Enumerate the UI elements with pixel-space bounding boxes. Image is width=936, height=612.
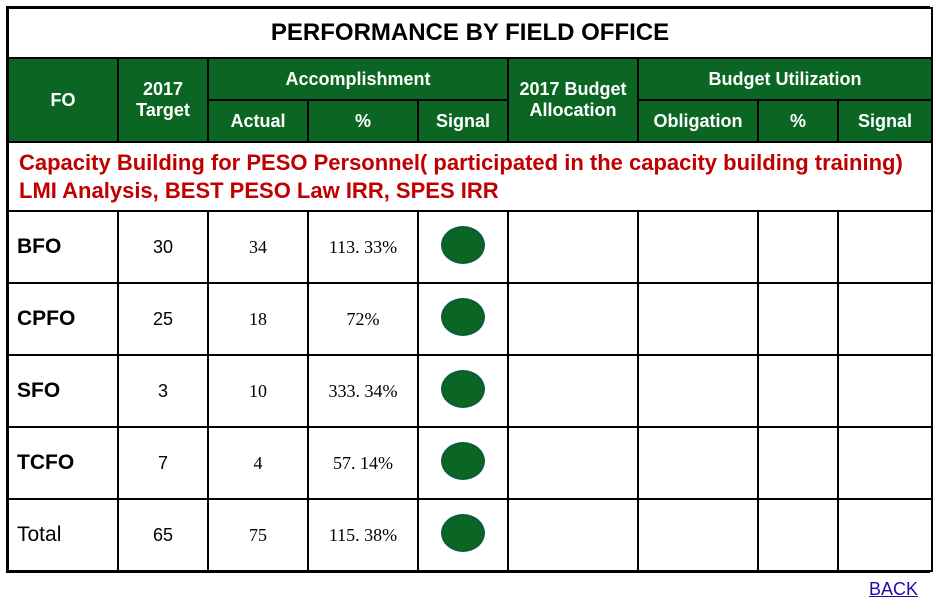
cell-signal	[418, 427, 508, 499]
cell-empty	[838, 427, 932, 499]
col-util-signal: Signal	[838, 100, 932, 142]
signal-indicator-icon	[441, 514, 485, 552]
cell-actual: 4	[208, 427, 308, 499]
cell-empty	[508, 355, 638, 427]
col-budget-alloc: 2017 Budget Allocation	[508, 58, 638, 142]
cell-empty	[508, 211, 638, 283]
table-row: BFO3034113. 33%	[8, 211, 932, 283]
cell-fo: TCFO	[8, 427, 118, 499]
col-budget-util: Budget Utilization	[638, 58, 932, 100]
cell-empty	[638, 283, 758, 355]
cell-pct: 333. 34%	[308, 355, 418, 427]
signal-indicator-icon	[441, 442, 485, 480]
header-row-1: FO 2017 Target Accomplishment 2017 Budge…	[8, 58, 932, 100]
cell-empty	[508, 499, 638, 571]
col-util-pct: %	[758, 100, 838, 142]
table-row: Total6575115. 38%	[8, 499, 932, 571]
col-fo: FO	[8, 58, 118, 142]
cell-actual: 34	[208, 211, 308, 283]
col-pct: %	[308, 100, 418, 142]
table-row: TCFO7457. 14%	[8, 427, 932, 499]
cell-empty	[758, 211, 838, 283]
cell-empty	[758, 499, 838, 571]
cell-empty	[638, 355, 758, 427]
cell-fo: CPFO	[8, 283, 118, 355]
cell-signal	[418, 499, 508, 571]
cell-empty	[508, 283, 638, 355]
col-actual: Actual	[208, 100, 308, 142]
cell-empty	[838, 499, 932, 571]
cell-target: 7	[118, 427, 208, 499]
cell-pct: 115. 38%	[308, 499, 418, 571]
signal-indicator-icon	[441, 370, 485, 408]
performance-table: PERFORMANCE BY FIELD OFFICE FO 2017 Targ…	[7, 7, 933, 572]
cell-empty	[838, 283, 932, 355]
cell-empty	[838, 211, 932, 283]
cell-empty	[838, 355, 932, 427]
cell-target: 30	[118, 211, 208, 283]
cell-signal	[418, 355, 508, 427]
performance-table-container: PERFORMANCE BY FIELD OFFICE FO 2017 Targ…	[6, 6, 930, 573]
cell-pct: 113. 33%	[308, 211, 418, 283]
cell-actual: 18	[208, 283, 308, 355]
cell-pct: 72%	[308, 283, 418, 355]
cell-fo: Total	[8, 499, 118, 571]
table-row: SFO310333. 34%	[8, 355, 932, 427]
col-target: 2017 Target	[118, 58, 208, 142]
section-label: Capacity Building for PESO Personnel( pa…	[8, 142, 932, 211]
col-obligation: Obligation	[638, 100, 758, 142]
table-title: PERFORMANCE BY FIELD OFFICE	[8, 8, 932, 58]
cell-empty	[638, 499, 758, 571]
table-row: CPFO251872%	[8, 283, 932, 355]
section-row: Capacity Building for PESO Personnel( pa…	[8, 142, 932, 211]
cell-fo: BFO	[8, 211, 118, 283]
back-link-container: BACK	[6, 573, 930, 600]
cell-pct: 57. 14%	[308, 427, 418, 499]
cell-target: 25	[118, 283, 208, 355]
cell-signal	[418, 283, 508, 355]
cell-actual: 10	[208, 355, 308, 427]
col-signal: Signal	[418, 100, 508, 142]
cell-empty	[758, 427, 838, 499]
signal-indicator-icon	[441, 226, 485, 264]
cell-empty	[638, 427, 758, 499]
cell-empty	[508, 427, 638, 499]
cell-empty	[638, 211, 758, 283]
cell-fo: SFO	[8, 355, 118, 427]
cell-signal	[418, 211, 508, 283]
cell-empty	[758, 283, 838, 355]
cell-target: 3	[118, 355, 208, 427]
signal-indicator-icon	[441, 298, 485, 336]
back-link[interactable]: BACK	[869, 579, 918, 599]
cell-actual: 75	[208, 499, 308, 571]
cell-target: 65	[118, 499, 208, 571]
col-accomplishment: Accomplishment	[208, 58, 508, 100]
cell-empty	[758, 355, 838, 427]
title-row: PERFORMANCE BY FIELD OFFICE	[8, 8, 932, 58]
